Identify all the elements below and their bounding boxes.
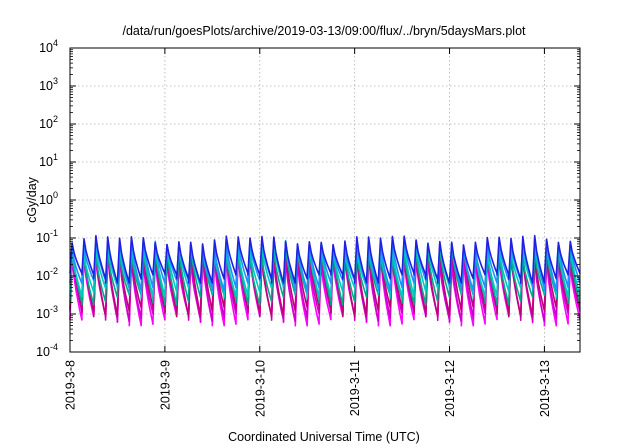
x-tick-label: 2019-3-13 [538, 360, 552, 417]
x-axis: 2019-3-8 2019-3-9 2019-3-10 2019-3-11 2019-3… [64, 48, 552, 417]
y-tick-label: 100 [39, 190, 58, 207]
chart-title: /data/run/goesPlots/archive/2019-03-13/0… [122, 24, 526, 38]
x-tick-label: 2019-3-12 [443, 360, 457, 417]
y-tick-label: 101 [39, 152, 58, 169]
y-axis: 10-4 10-3 10-2 10-1 100 101 102 103 104 [36, 38, 580, 359]
x-tick-label: 2019-3-10 [253, 360, 267, 417]
y-tick-label: 102 [39, 114, 58, 131]
series-line [69, 234, 581, 284]
x-tick-label: 2019-3-11 [348, 360, 362, 416]
x-axis-label: Coordinated Universal Time (UTC) [228, 430, 420, 444]
x-tick-label: 2019-3-8 [64, 360, 78, 410]
y-tick-label: 10-3 [36, 304, 58, 321]
y-tick-label: 103 [39, 76, 58, 93]
x-tick-label: 2019-3-9 [158, 360, 172, 410]
grid [70, 48, 580, 352]
series-group [69, 234, 581, 327]
y-tick-label: 10-4 [36, 342, 58, 359]
y-axis-label: cGy/day [25, 176, 39, 223]
y-tick-label: 10-2 [36, 266, 58, 283]
y-tick-label: 10-1 [36, 228, 58, 245]
y-tick-label: 104 [39, 38, 58, 55]
